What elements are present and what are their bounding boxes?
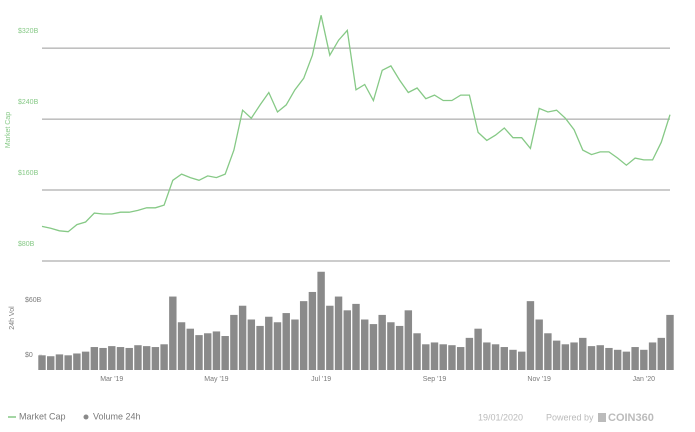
volume-bar bbox=[282, 313, 290, 370]
volume-bar bbox=[561, 344, 570, 370]
volume-bar bbox=[151, 347, 160, 370]
y-axis-title: Market Cap bbox=[5, 112, 12, 148]
x-tick-label: Jul '19 bbox=[311, 376, 331, 383]
volume-bar bbox=[413, 333, 421, 370]
y2-tick-label: $60B bbox=[25, 297, 42, 304]
volume-bar bbox=[570, 342, 578, 370]
volume-bar bbox=[177, 322, 186, 370]
volume-bar bbox=[395, 325, 404, 370]
volume-bar bbox=[55, 354, 64, 370]
volume-bar bbox=[256, 325, 264, 370]
volume-bar bbox=[90, 347, 99, 370]
volume-bar bbox=[238, 305, 247, 370]
volume-bar bbox=[81, 351, 90, 370]
volume-bar bbox=[605, 347, 613, 370]
volume-bar bbox=[404, 310, 413, 370]
volume-bar bbox=[212, 331, 221, 370]
volume-bar bbox=[465, 337, 474, 370]
volume-bar bbox=[500, 347, 508, 370]
volume-bar bbox=[99, 347, 107, 370]
y2-axis-title: 24h Vol bbox=[9, 306, 16, 330]
x-tick-label: Nov '19 bbox=[527, 376, 551, 383]
volume-bar bbox=[195, 335, 203, 370]
x-tick-label: Mar '19 bbox=[100, 376, 123, 383]
volume-bar bbox=[204, 333, 212, 370]
volume-bar bbox=[47, 356, 55, 370]
volume-bar bbox=[509, 349, 517, 370]
volume-bar bbox=[387, 322, 395, 370]
volume-bar bbox=[474, 328, 482, 370]
volume-bar bbox=[265, 316, 273, 370]
y-tick-label: $320B bbox=[18, 28, 39, 35]
legend-dot bbox=[83, 414, 89, 420]
volume-bar bbox=[186, 328, 194, 370]
volume-bar bbox=[38, 355, 46, 370]
y-tick-label: $80B bbox=[18, 241, 35, 248]
volume-bar bbox=[631, 347, 639, 370]
volume-bar bbox=[352, 303, 360, 370]
volume-bar bbox=[648, 342, 657, 370]
volume-bar bbox=[142, 346, 151, 370]
y-tick-label: $160B bbox=[18, 170, 39, 177]
volume-bar bbox=[657, 337, 665, 370]
volume-bar bbox=[535, 319, 543, 370]
volume-bar bbox=[247, 319, 256, 370]
volume-bar bbox=[134, 345, 142, 370]
x-tick-label: May '19 bbox=[204, 376, 228, 383]
volume-bar bbox=[160, 344, 168, 370]
volume-bar bbox=[448, 345, 456, 370]
volume-bar bbox=[108, 346, 116, 370]
volume-bar bbox=[378, 314, 386, 370]
legend-label[interactable]: Market Cap bbox=[19, 411, 66, 421]
volume-bar bbox=[308, 291, 317, 370]
volume-bar bbox=[291, 319, 299, 370]
volume-bar bbox=[422, 344, 430, 370]
volume-bar bbox=[526, 301, 535, 370]
volume-bar bbox=[116, 347, 125, 370]
volume-bar bbox=[456, 347, 465, 370]
y-tick-label: $240B bbox=[18, 99, 39, 106]
volume-bar bbox=[483, 342, 491, 370]
volume-bar bbox=[622, 351, 631, 370]
volume-bar bbox=[666, 314, 674, 370]
volume-bar bbox=[596, 345, 604, 370]
volume-bar bbox=[299, 301, 308, 370]
x-tick-label: Jan '20 bbox=[633, 376, 655, 383]
volume-bar bbox=[491, 344, 500, 370]
volume-bar bbox=[613, 349, 622, 370]
legend-label[interactable]: Volume 24h bbox=[93, 411, 141, 421]
volume-bar bbox=[518, 351, 526, 370]
volume-bar bbox=[369, 324, 378, 370]
volume-bar bbox=[230, 314, 238, 370]
volume-bar bbox=[439, 344, 447, 370]
volume-bar bbox=[552, 340, 561, 370]
footer-credit: Powered by bbox=[546, 412, 594, 422]
volume-bar bbox=[273, 322, 282, 370]
volume-bar bbox=[73, 353, 81, 370]
footer-brand: COIN360 bbox=[608, 412, 654, 424]
volume-bar bbox=[640, 349, 648, 370]
volume-bar bbox=[343, 310, 351, 370]
volume-bar bbox=[544, 333, 552, 370]
volume-bar bbox=[430, 342, 439, 370]
x-tick-label: Sep '19 bbox=[423, 376, 447, 383]
volume-bar bbox=[169, 296, 177, 370]
y2-tick-label: $0 bbox=[25, 352, 33, 359]
volume-bar bbox=[587, 346, 596, 370]
volume-bar bbox=[64, 355, 72, 370]
volume-bar bbox=[317, 271, 325, 370]
volume-bar bbox=[221, 336, 229, 370]
volume-bar bbox=[334, 296, 343, 370]
market-cap-line bbox=[41, 15, 671, 233]
volume-bar bbox=[125, 347, 133, 370]
brand-logo bbox=[598, 413, 606, 422]
footer-date: 19/01/2020 bbox=[478, 412, 523, 422]
volume-bar bbox=[579, 337, 587, 370]
volume-bar bbox=[361, 319, 369, 370]
volume-bar bbox=[326, 305, 334, 370]
